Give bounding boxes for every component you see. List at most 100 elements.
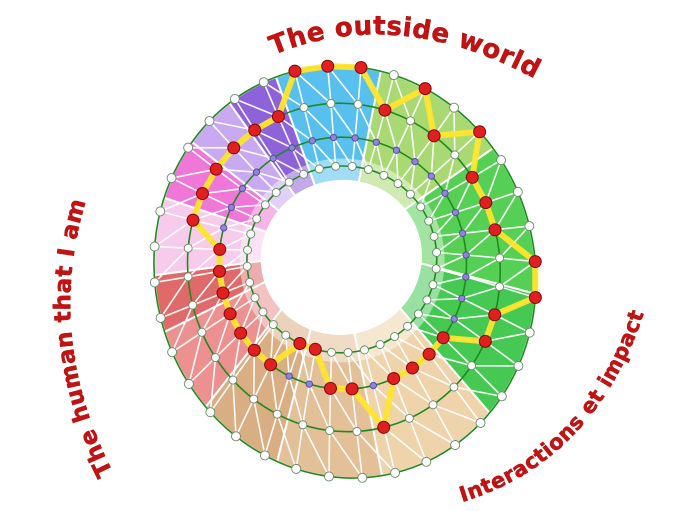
selected-node[interactable] [354, 60, 369, 75]
level-node[interactable] [272, 409, 282, 419]
level-node[interactable] [325, 426, 335, 436]
selected-node[interactable] [293, 336, 308, 351]
level-node[interactable] [403, 321, 413, 331]
level-node[interactable] [149, 241, 160, 252]
level-node[interactable] [227, 203, 236, 212]
selected-node[interactable] [247, 123, 262, 138]
level-node[interactable] [245, 277, 255, 288]
level-node[interactable] [238, 184, 247, 193]
level-node[interactable] [246, 229, 256, 239]
selected-node[interactable] [378, 103, 393, 118]
level-node[interactable] [462, 251, 470, 259]
level-node[interactable] [495, 253, 505, 263]
level-node[interactable] [204, 116, 215, 127]
level-node[interactable] [269, 154, 277, 163]
selected-node[interactable] [488, 222, 503, 237]
level-node[interactable] [363, 165, 374, 175]
level-node[interactable] [331, 161, 341, 171]
level-node[interactable] [428, 280, 438, 290]
level-node[interactable] [229, 94, 240, 105]
selected-node[interactable] [422, 347, 437, 362]
selected-node[interactable] [528, 254, 543, 269]
level-node[interactable] [188, 300, 198, 310]
level-node[interactable] [252, 214, 262, 224]
level-node[interactable] [183, 142, 194, 153]
level-node[interactable] [242, 261, 252, 271]
level-node[interactable] [432, 248, 442, 258]
selected-node[interactable] [528, 290, 543, 305]
selected-node[interactable] [472, 124, 487, 139]
selected-node[interactable] [271, 109, 286, 124]
level-node[interactable] [450, 315, 458, 323]
level-node[interactable] [353, 99, 363, 109]
level-node[interactable] [524, 221, 535, 232]
level-node[interactable] [258, 77, 269, 88]
level-node[interactable] [149, 277, 160, 288]
level-node[interactable] [205, 407, 216, 418]
level-node[interactable] [450, 150, 460, 160]
level-node[interactable] [359, 345, 370, 355]
level-node[interactable] [329, 133, 338, 142]
level-node[interactable] [496, 391, 507, 402]
level-node[interactable] [424, 216, 434, 226]
level-node[interactable] [285, 372, 293, 380]
level-node[interactable] [259, 450, 270, 461]
selected-node[interactable] [233, 326, 248, 341]
selected-node[interactable] [487, 307, 502, 322]
level-node[interactable] [390, 467, 401, 478]
level-node[interactable] [228, 375, 238, 385]
level-node[interactable] [413, 309, 424, 319]
selected-node[interactable] [216, 286, 231, 301]
level-node[interactable] [314, 164, 324, 174]
level-node[interactable] [243, 245, 253, 255]
level-node[interactable] [451, 208, 460, 217]
level-node[interactable] [449, 102, 460, 113]
level-node[interactable] [450, 440, 461, 451]
level-node[interactable] [305, 380, 313, 388]
level-node[interactable] [249, 394, 259, 404]
level-node[interactable] [308, 137, 316, 145]
level-node[interactable] [210, 353, 221, 363]
selected-node[interactable] [479, 195, 494, 210]
level-node[interactable] [166, 173, 177, 184]
level-node[interactable] [406, 116, 416, 126]
level-node[interactable] [288, 144, 296, 152]
level-node[interactable] [416, 202, 426, 212]
level-node[interactable] [326, 99, 336, 109]
level-node[interactable] [462, 273, 470, 281]
level-node[interactable] [405, 189, 416, 199]
level-node[interactable] [220, 224, 228, 232]
level-node[interactable] [258, 307, 268, 317]
selected-node[interactable] [195, 186, 210, 201]
level-node[interactable] [268, 320, 278, 330]
level-node[interactable] [429, 231, 439, 242]
selected-node[interactable] [465, 170, 480, 185]
level-node[interactable] [467, 361, 477, 371]
selected-node[interactable] [345, 382, 360, 397]
level-node[interactable] [431, 264, 441, 274]
level-node[interactable] [284, 177, 294, 187]
level-node[interactable] [404, 413, 415, 424]
level-node[interactable] [183, 272, 193, 282]
level-node[interactable] [393, 179, 403, 189]
level-node[interactable] [298, 420, 308, 430]
selected-node[interactable] [386, 371, 401, 386]
level-node[interactable] [458, 229, 467, 237]
selected-node[interactable] [212, 264, 227, 279]
level-node[interactable] [155, 206, 166, 217]
level-node[interactable] [392, 146, 401, 154]
level-node[interactable] [427, 172, 435, 180]
level-node[interactable] [357, 472, 368, 483]
level-node[interactable] [475, 418, 486, 429]
level-node[interactable] [441, 189, 449, 197]
level-node[interactable] [422, 295, 432, 305]
level-node[interactable] [458, 294, 466, 303]
level-node[interactable] [495, 282, 505, 292]
level-node[interactable] [343, 348, 353, 358]
selected-node[interactable] [405, 361, 420, 376]
selected-node[interactable] [320, 59, 335, 74]
selected-node[interactable] [376, 420, 391, 435]
selected-node[interactable] [263, 357, 278, 372]
level-node[interactable] [167, 347, 178, 358]
level-node[interactable] [372, 138, 380, 146]
